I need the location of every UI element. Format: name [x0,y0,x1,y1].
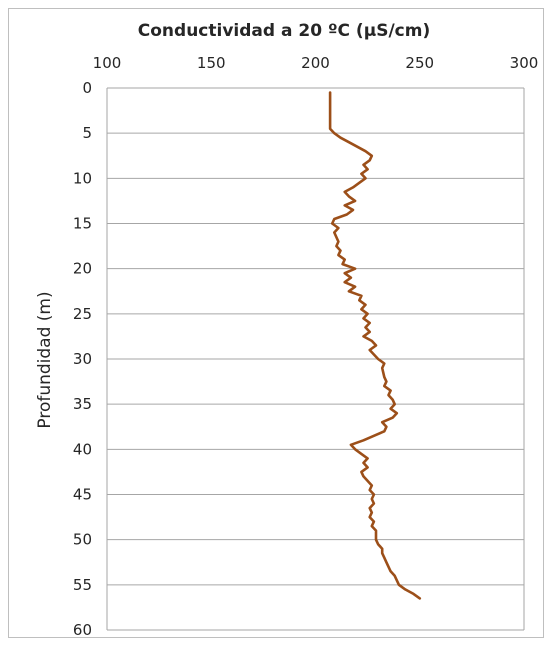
y-tick-label-50: 50 [73,531,92,549]
y-tick-label-0: 0 [82,79,92,97]
y-tick-label-60: 60 [73,621,92,639]
y-axis-label: Profundidad (m) [35,291,55,428]
x-axis-tick-labels: 100 150 200 250 300 [93,54,539,72]
y-tick-label-45: 45 [73,486,92,504]
x-tick-label-150: 150 [197,54,226,72]
x-tick-label-250: 250 [405,54,434,72]
x-tick-label-300: 300 [510,54,539,72]
y-tick-label-25: 25 [73,305,92,323]
x-tick-label-100: 100 [93,54,122,72]
y-tick-label-15: 15 [73,215,92,233]
x-tick-label-200: 200 [301,54,330,72]
y-tick-label-30: 30 [73,350,92,368]
y-axis-tick-labels: 0 5 10 15 20 25 30 35 40 45 50 55 60 [73,79,92,639]
y-tick-label-40: 40 [73,440,92,458]
chart-title: Conductividad a 20 ºC (µS/cm) [138,21,430,41]
series-group [328,91,422,600]
gridlines [106,87,525,631]
series-line-0 [328,91,422,600]
y-tick-label-20: 20 [73,260,92,278]
y-tick-label-35: 35 [73,395,92,413]
chart-frame [8,8,544,638]
y-tick-label-5: 5 [82,124,92,142]
y-tick-label-10: 10 [73,169,92,187]
y-tick-label-55: 55 [73,576,92,594]
